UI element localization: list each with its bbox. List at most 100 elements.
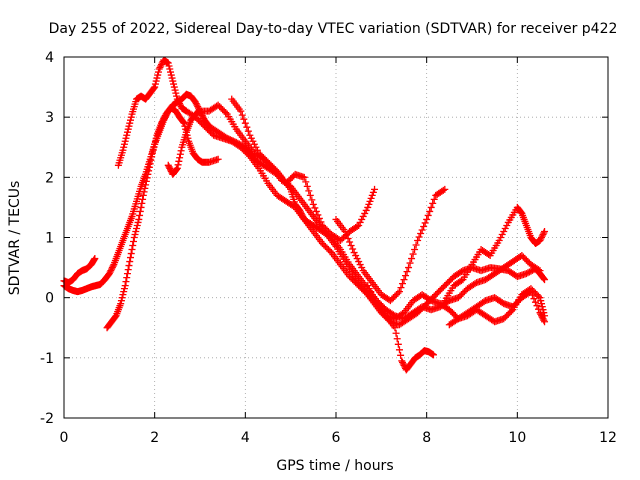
- data-point: [400, 276, 408, 284]
- data-point: [524, 258, 532, 266]
- data-point: [157, 119, 165, 127]
- data-point: [250, 140, 258, 148]
- data-point: [157, 61, 165, 69]
- data-point: [252, 143, 260, 151]
- data-point: [131, 230, 139, 238]
- data-point: [174, 97, 182, 105]
- data-point: [219, 106, 227, 114]
- data-point: [442, 280, 450, 288]
- data-point: [409, 250, 417, 258]
- data-point: [522, 270, 530, 278]
- data-point: [522, 256, 530, 264]
- y-tick-label: 1: [45, 231, 54, 247]
- data-point: [264, 158, 272, 166]
- data-point: [135, 215, 143, 223]
- data-point: [180, 119, 188, 127]
- data-point: [150, 84, 158, 92]
- data-point: [165, 62, 173, 70]
- data-point: [368, 191, 376, 199]
- data-point: [541, 276, 549, 284]
- data-point: [262, 157, 270, 165]
- data-point: [366, 197, 374, 205]
- data-point: [356, 261, 364, 269]
- data-point: [142, 181, 150, 189]
- data-point: [426, 207, 434, 215]
- data-point: [457, 291, 465, 299]
- data-point: [154, 68, 162, 76]
- data-point: [344, 235, 352, 243]
- data-point: [418, 226, 426, 234]
- data-point: [501, 224, 509, 232]
- data-point: [500, 227, 508, 235]
- data-point: [246, 131, 254, 139]
- data-point: [137, 203, 145, 211]
- data-point: [179, 118, 187, 126]
- data-point: [119, 146, 127, 154]
- data-point: [126, 254, 134, 262]
- data-point: [364, 203, 372, 211]
- data-point: [147, 156, 155, 164]
- data-point: [353, 222, 361, 230]
- data-point: [503, 312, 511, 320]
- data-point: [129, 242, 137, 250]
- data-point: [134, 218, 142, 226]
- data-point: [237, 107, 245, 115]
- data-point: [145, 163, 153, 171]
- data-point: [403, 268, 411, 276]
- data-point: [368, 291, 376, 299]
- data-point: [153, 74, 161, 82]
- data-point: [521, 255, 529, 263]
- data-point: [126, 119, 134, 127]
- data-point: [371, 185, 379, 193]
- data-point: [151, 137, 159, 145]
- data-point: [300, 173, 308, 181]
- data-point: [241, 119, 249, 127]
- data-point: [320, 223, 328, 231]
- data-point: [398, 357, 406, 365]
- data-point: [533, 291, 541, 299]
- data-point: [445, 306, 453, 314]
- data-point: [321, 224, 329, 232]
- data-point: [541, 312, 549, 320]
- data-point: [157, 62, 165, 70]
- data-point: [391, 292, 399, 300]
- data-point: [249, 137, 257, 145]
- y-tick-label: -1: [40, 351, 54, 367]
- data-point: [117, 300, 125, 308]
- data-point: [438, 285, 446, 293]
- data-point: [123, 128, 131, 136]
- data-point: [151, 140, 159, 148]
- y-axis-label: SDTVAR / TECUs: [7, 181, 23, 296]
- data-point: [432, 291, 440, 299]
- data-point: [506, 309, 514, 317]
- data-point: [537, 310, 545, 318]
- data-point: [241, 148, 249, 156]
- data-point: [392, 291, 400, 299]
- data-point: [430, 195, 438, 203]
- data-point: [318, 240, 326, 248]
- data-point: [151, 83, 159, 91]
- data-point: [120, 140, 128, 148]
- data-point: [149, 146, 157, 154]
- data-point: [318, 221, 326, 229]
- data-point: [349, 245, 357, 253]
- data-point: [324, 227, 332, 235]
- data-point: [347, 242, 355, 250]
- data-point: [498, 299, 506, 307]
- data-point: [201, 122, 209, 130]
- data-point: [371, 297, 379, 305]
- data-point: [315, 214, 323, 222]
- data-point: [284, 178, 292, 186]
- data-point: [447, 307, 455, 315]
- data-point: [471, 280, 479, 288]
- data-point: [448, 309, 456, 317]
- data-point: [392, 329, 400, 337]
- data-point: [176, 100, 184, 108]
- data-point: [355, 258, 363, 266]
- data-point: [108, 265, 116, 273]
- data-point: [240, 115, 248, 123]
- data-point: [457, 268, 465, 276]
- data-point: [540, 275, 548, 283]
- data-point: [125, 122, 133, 130]
- data-point: [394, 340, 402, 348]
